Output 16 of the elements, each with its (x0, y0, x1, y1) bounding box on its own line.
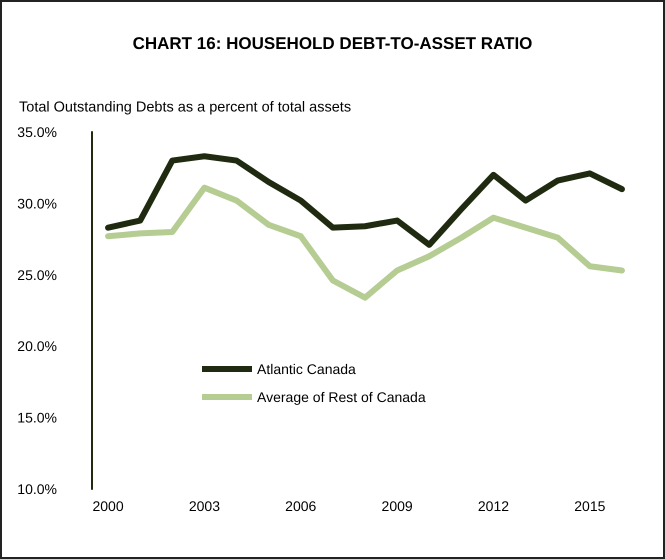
legend-label: Atlantic Canada (257, 361, 356, 377)
y-tick-label: 15.0% (17, 410, 57, 426)
y-tick-label: 10.0% (17, 481, 57, 497)
y-tick-label: 20.0% (17, 338, 57, 354)
y-tick-label: 35.0% (17, 124, 57, 140)
chart-title: CHART 16: HOUSEHOLD DEBT-TO-ASSET RATIO (132, 34, 532, 53)
x-tick-label: 2000 (92, 498, 124, 514)
y-tick-label: 30.0% (17, 195, 57, 212)
legend-label: Average of Rest of Canada (257, 389, 426, 405)
x-tick-label: 2015 (574, 498, 606, 514)
x-tick-label: 2012 (478, 498, 510, 514)
y-tick-label: 25.0% (17, 266, 57, 283)
x-tick-label: 2003 (188, 498, 220, 514)
y-axis-title: Total Outstanding Debts as a percent of total assets (19, 100, 352, 116)
x-tick-label: 2009 (382, 498, 413, 514)
x-tick-label: 2006 (285, 498, 317, 514)
